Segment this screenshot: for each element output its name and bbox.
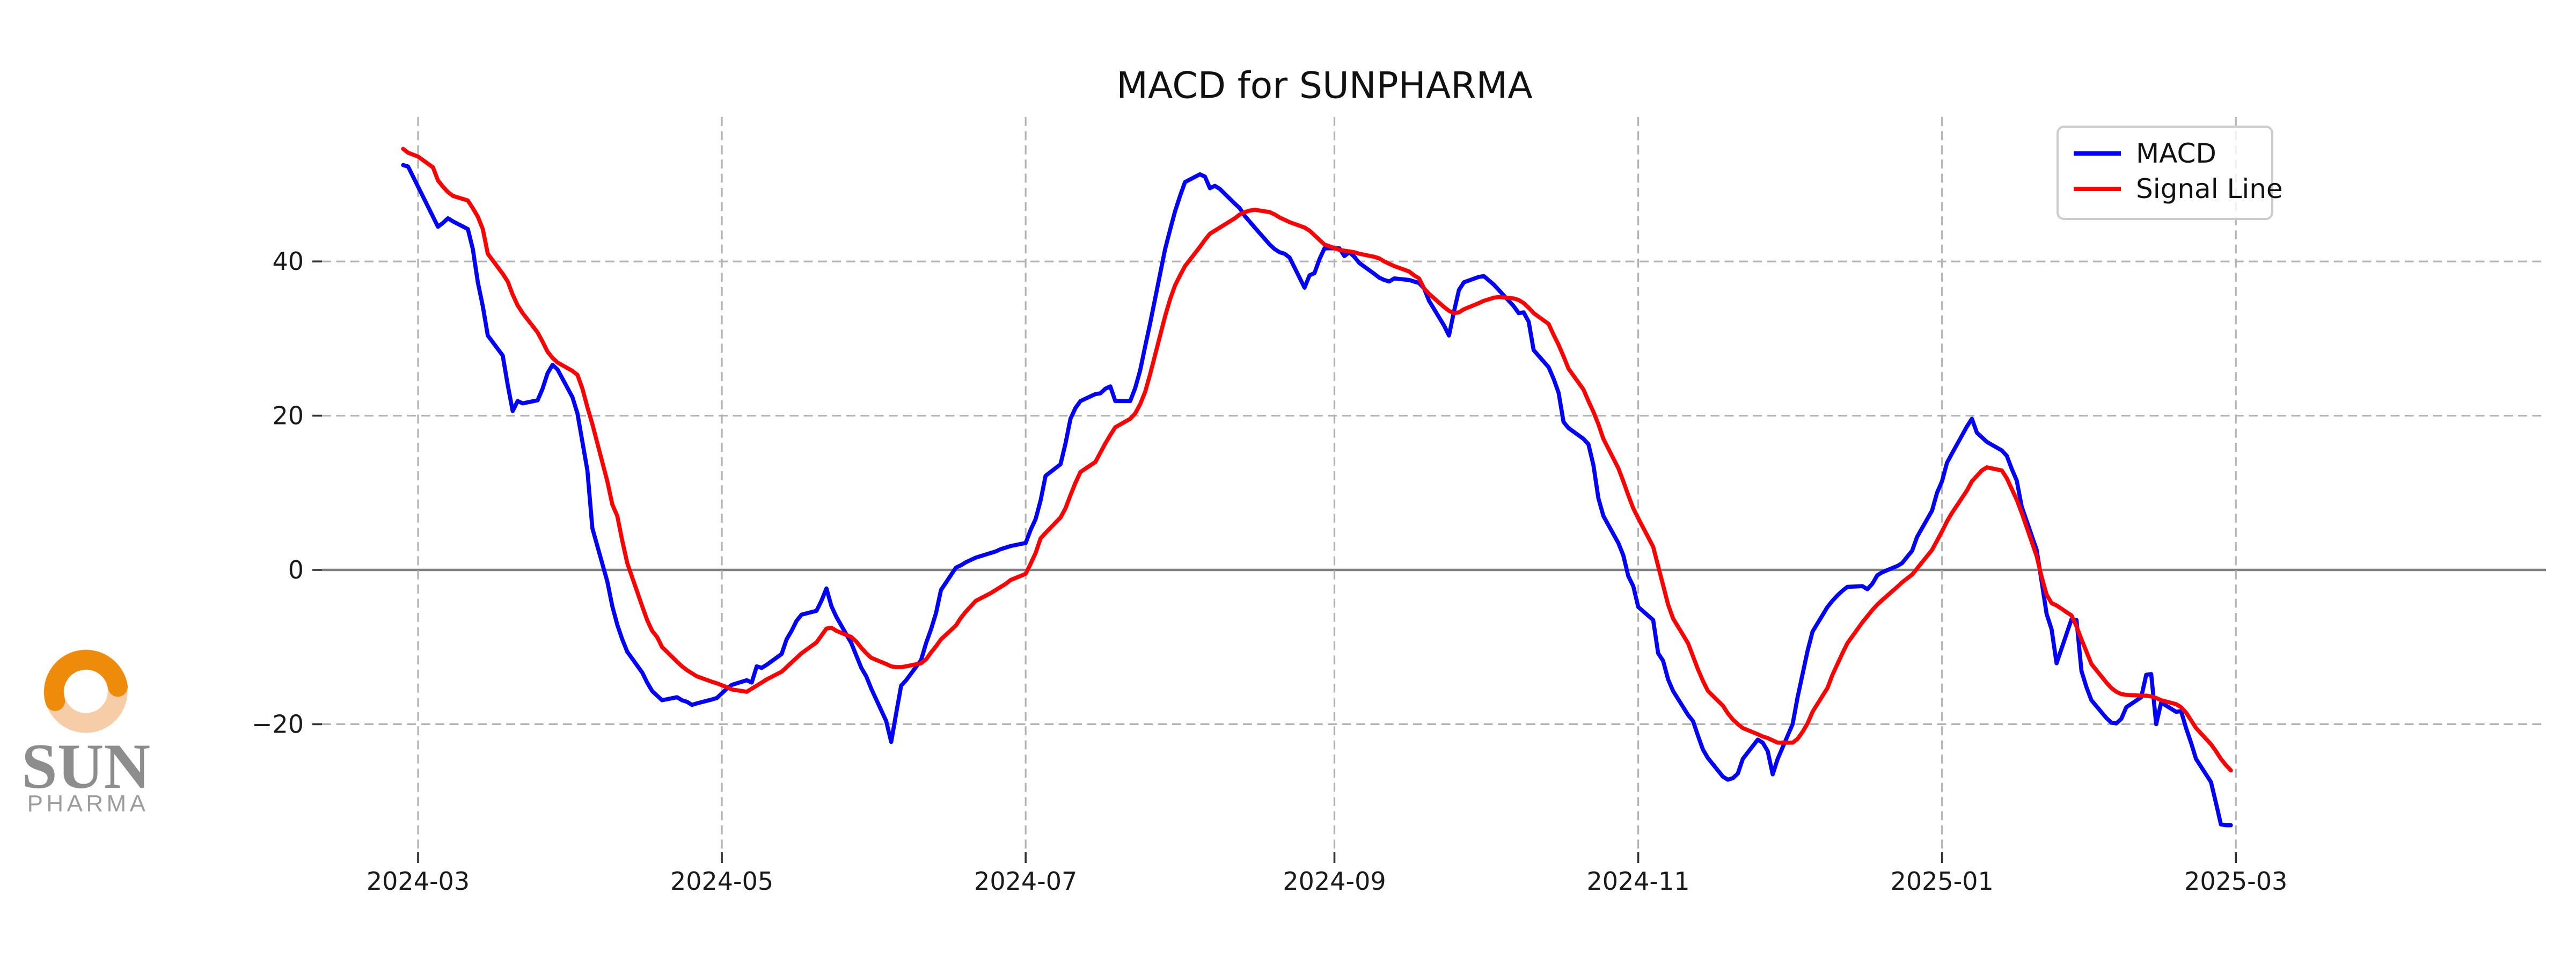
x-tick-label: 2024-05 xyxy=(670,867,773,896)
sunpharma-logo-swirl-icon xyxy=(43,649,128,733)
logo-text-pharma: PHARMA xyxy=(27,791,149,817)
x-tick-label: 2024-09 xyxy=(1283,867,1386,896)
legend-signal-label: Signal Line xyxy=(2136,173,2283,204)
legend[interactable]: MACD Signal Line xyxy=(2057,126,2283,220)
x-tick-label: 2024-03 xyxy=(367,867,470,896)
data-series xyxy=(401,147,2233,828)
logo-text-sun: SUN xyxy=(21,730,150,802)
x-tick-label: 2025-01 xyxy=(1891,867,1994,896)
axis-tick-labels: 40 20 0 −20 2024-03 2024-05 2024-07 2024-09 2024… xyxy=(252,247,2287,896)
y-tick-label: 20 xyxy=(272,401,304,430)
y-tick-label: 0 xyxy=(288,555,304,584)
y-tick-label: 40 xyxy=(272,247,304,276)
series-line-macd xyxy=(401,163,2233,828)
x-tick-label: 2024-11 xyxy=(1586,867,1689,896)
legend-box xyxy=(2057,126,2273,220)
chart-title: MACD for SUNPHARMA xyxy=(1116,65,1532,107)
sunpharma-logo: SUN PHARMA xyxy=(21,649,150,817)
y-tick-label: −20 xyxy=(252,709,304,738)
series-line-signal-line xyxy=(401,147,2233,773)
x-tick-label: 2024-07 xyxy=(974,867,1077,896)
legend-macd-label: MACD xyxy=(2136,138,2216,169)
axis-ticks xyxy=(312,260,2237,863)
gridlines xyxy=(322,117,2546,852)
x-tick-label: 2025-03 xyxy=(2184,867,2287,896)
